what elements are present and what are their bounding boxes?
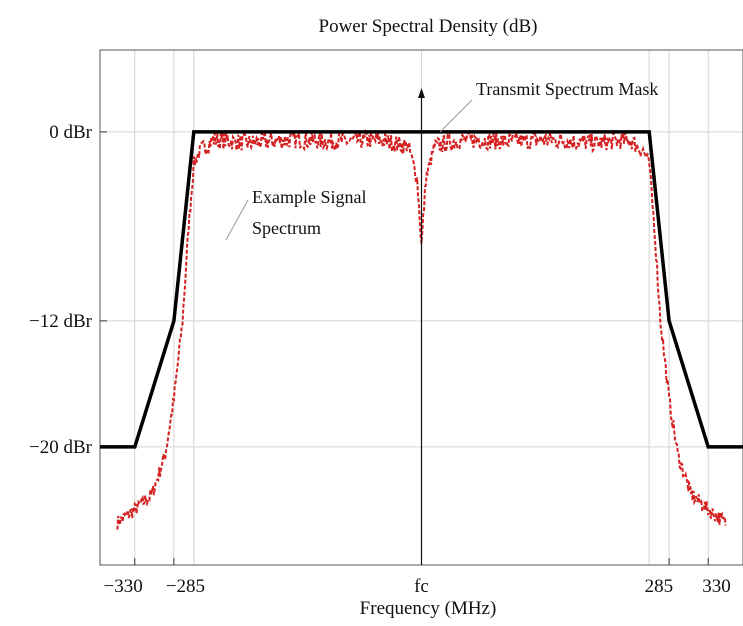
center-frequency-arrow bbox=[418, 88, 425, 565]
x-tick-label-3: 285 bbox=[645, 576, 674, 597]
center-arrow-head bbox=[418, 88, 425, 98]
x-axis-label: Frequency (MHz) bbox=[360, 598, 497, 619]
annotations: Transmit Spectrum Mask Example Signal Spec… bbox=[225, 79, 658, 241]
x-tick-label-0: −330 bbox=[104, 576, 143, 597]
mask-annotation-label: Transmit Spectrum Mask bbox=[476, 79, 658, 99]
y-tick-label-1: −12 dBr bbox=[29, 311, 93, 332]
x-tick-label-4: 330 bbox=[702, 576, 731, 597]
signal-annotation-leader bbox=[225, 199, 249, 241]
y-tick-label-2: −20 dBr bbox=[29, 437, 93, 458]
signal-annotation-label-line1: Example Signal bbox=[252, 187, 366, 207]
y-axis-ticks: 0 dBr −12 dBr −20 dBr bbox=[29, 122, 107, 458]
mask-annotation-leader bbox=[439, 99, 473, 133]
x-tick-label-2: fc bbox=[414, 576, 429, 597]
signal-annotation-label-line2: Spectrum bbox=[252, 218, 321, 238]
x-tick-label-1: −285 bbox=[166, 576, 205, 597]
y-tick-label-0: 0 dBr bbox=[49, 122, 92, 143]
x-axis-ticks: −330 −285 fc 285 330 bbox=[104, 558, 731, 597]
chart-title: Power Spectral Density (dB) bbox=[319, 16, 538, 37]
